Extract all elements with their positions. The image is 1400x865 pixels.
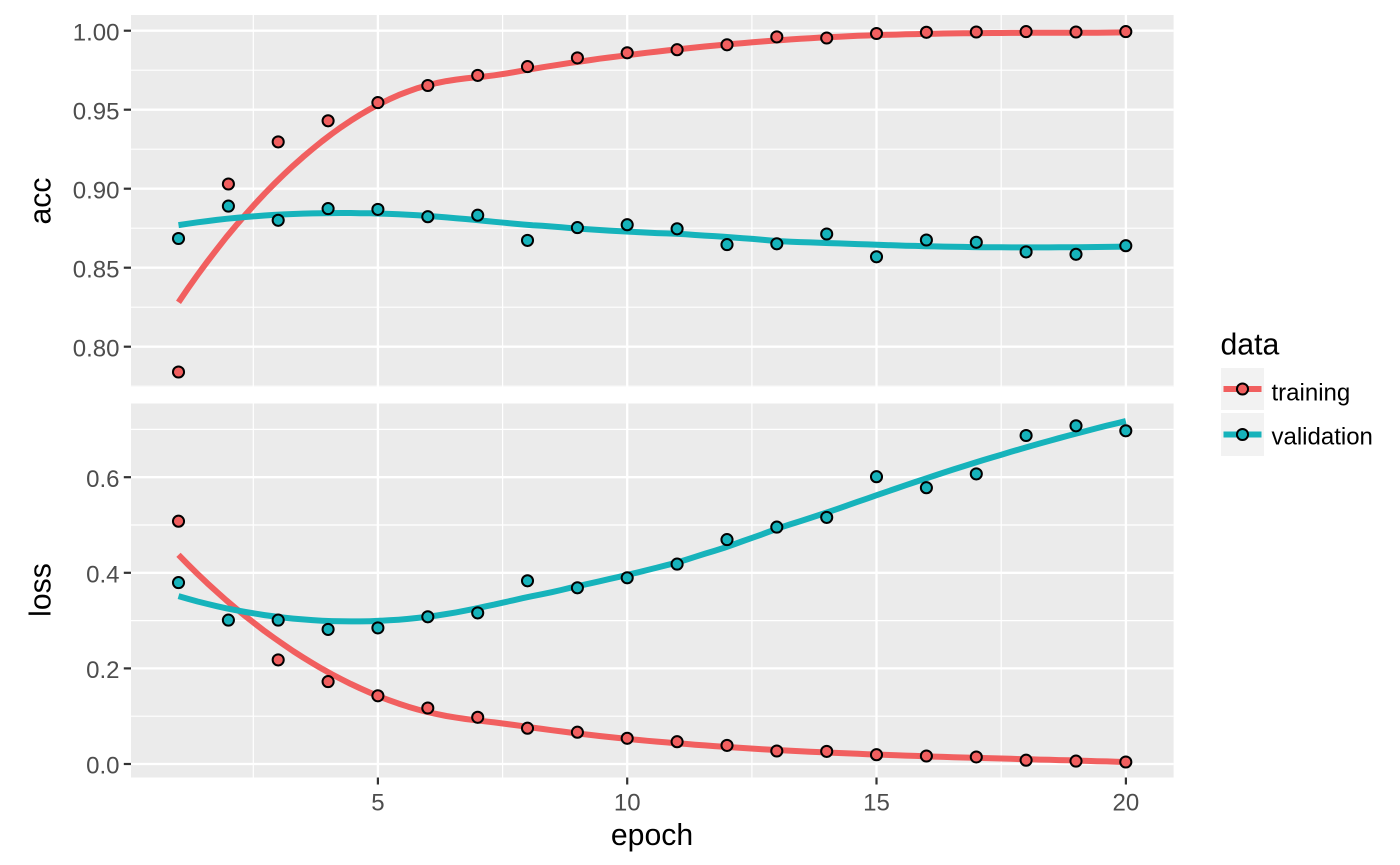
- svg-text:5: 5: [371, 789, 384, 816]
- svg-text:validation: validation: [1272, 424, 1373, 451]
- svg-text:0.2: 0.2: [86, 657, 119, 684]
- svg-text:10: 10: [614, 789, 641, 816]
- svg-text:0.6: 0.6: [86, 466, 119, 493]
- svg-text:20: 20: [1113, 789, 1140, 816]
- svg-text:1.00: 1.00: [73, 19, 120, 46]
- svg-text:0.85: 0.85: [73, 256, 120, 283]
- svg-text:15: 15: [863, 789, 890, 816]
- svg-text:0.0: 0.0: [86, 753, 119, 780]
- svg-text:data: data: [1221, 329, 1280, 362]
- svg-text:0.4: 0.4: [86, 561, 119, 588]
- svg-text:0.90: 0.90: [73, 177, 120, 204]
- svg-text:0.95: 0.95: [73, 98, 120, 125]
- svg-text:0.80: 0.80: [73, 335, 120, 362]
- svg-text:epoch: epoch: [611, 819, 693, 852]
- svg-text:loss: loss: [25, 563, 58, 617]
- svg-text:acc: acc: [25, 178, 58, 225]
- svg-text:training: training: [1272, 380, 1351, 407]
